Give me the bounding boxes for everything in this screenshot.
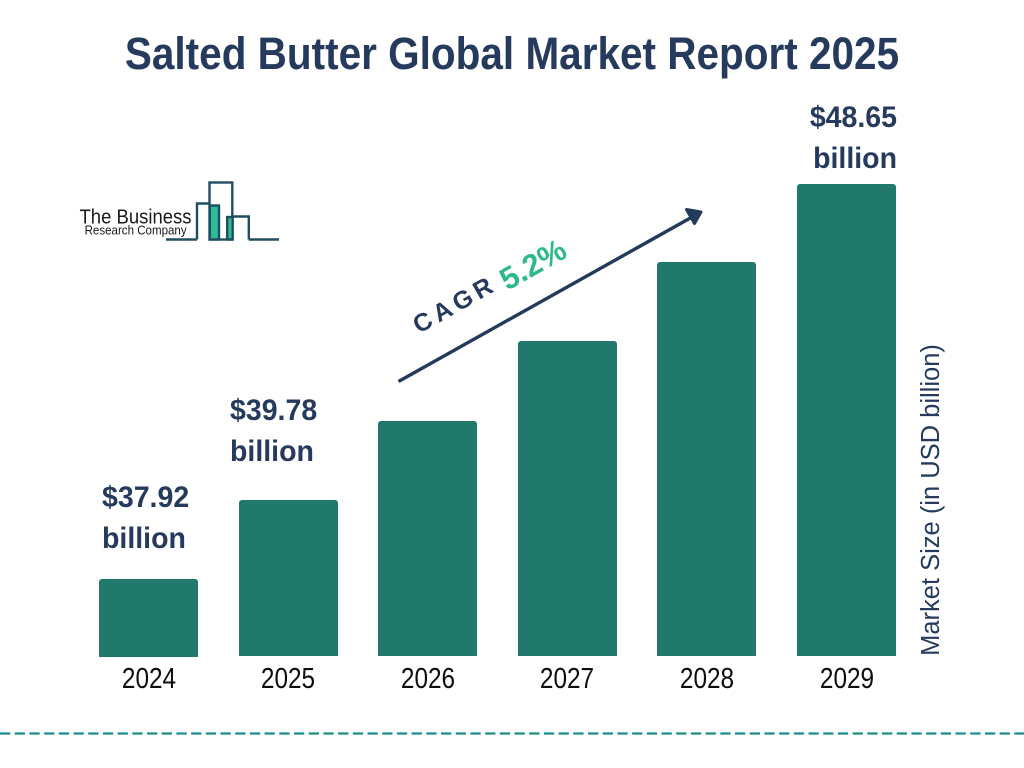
svg-text:The Business: The Business (80, 207, 192, 229)
svg-text:Research Company: Research Company (85, 223, 188, 237)
